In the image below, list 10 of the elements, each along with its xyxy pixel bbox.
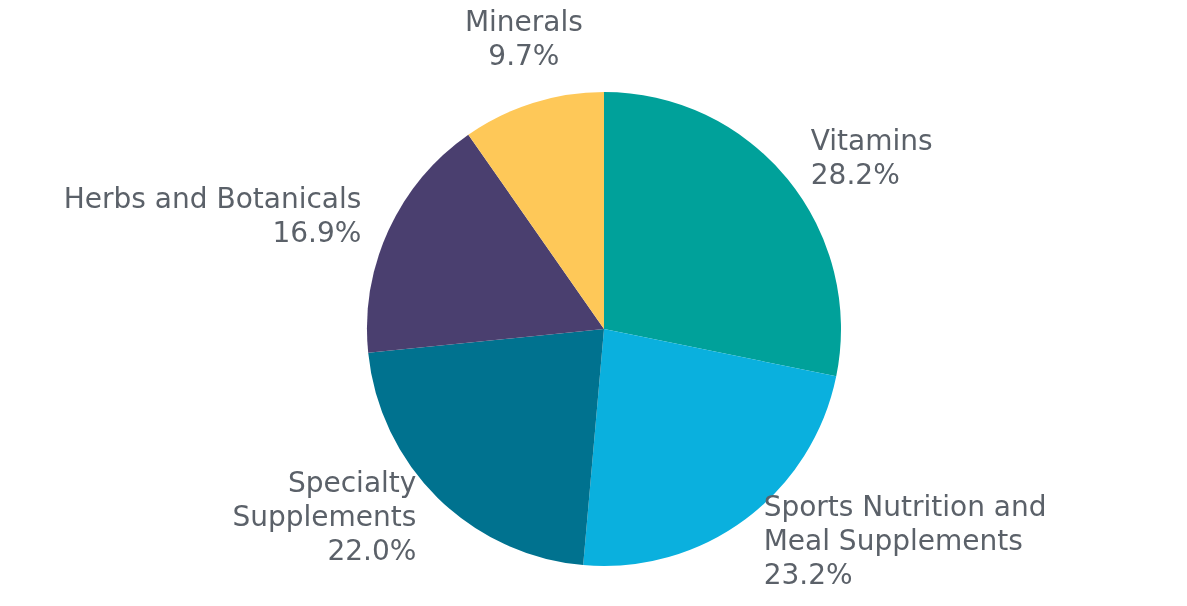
slice-label: Sports Nutrition and Meal Supplements — [763, 490, 1047, 558]
data-label: 23.2% — [763, 558, 853, 592]
data-label: 16.9% — [272, 215, 362, 249]
data-label: 9.7% — [488, 38, 560, 72]
slice-label: Minerals — [464, 4, 583, 38]
data-label: 22.0% — [327, 534, 417, 568]
slice-label: Vitamins — [810, 124, 933, 158]
data-label: 28.2% — [810, 158, 900, 192]
slice-label: Specialty Supplements — [232, 466, 417, 534]
slice-label: Herbs and Botanicals — [63, 181, 362, 215]
